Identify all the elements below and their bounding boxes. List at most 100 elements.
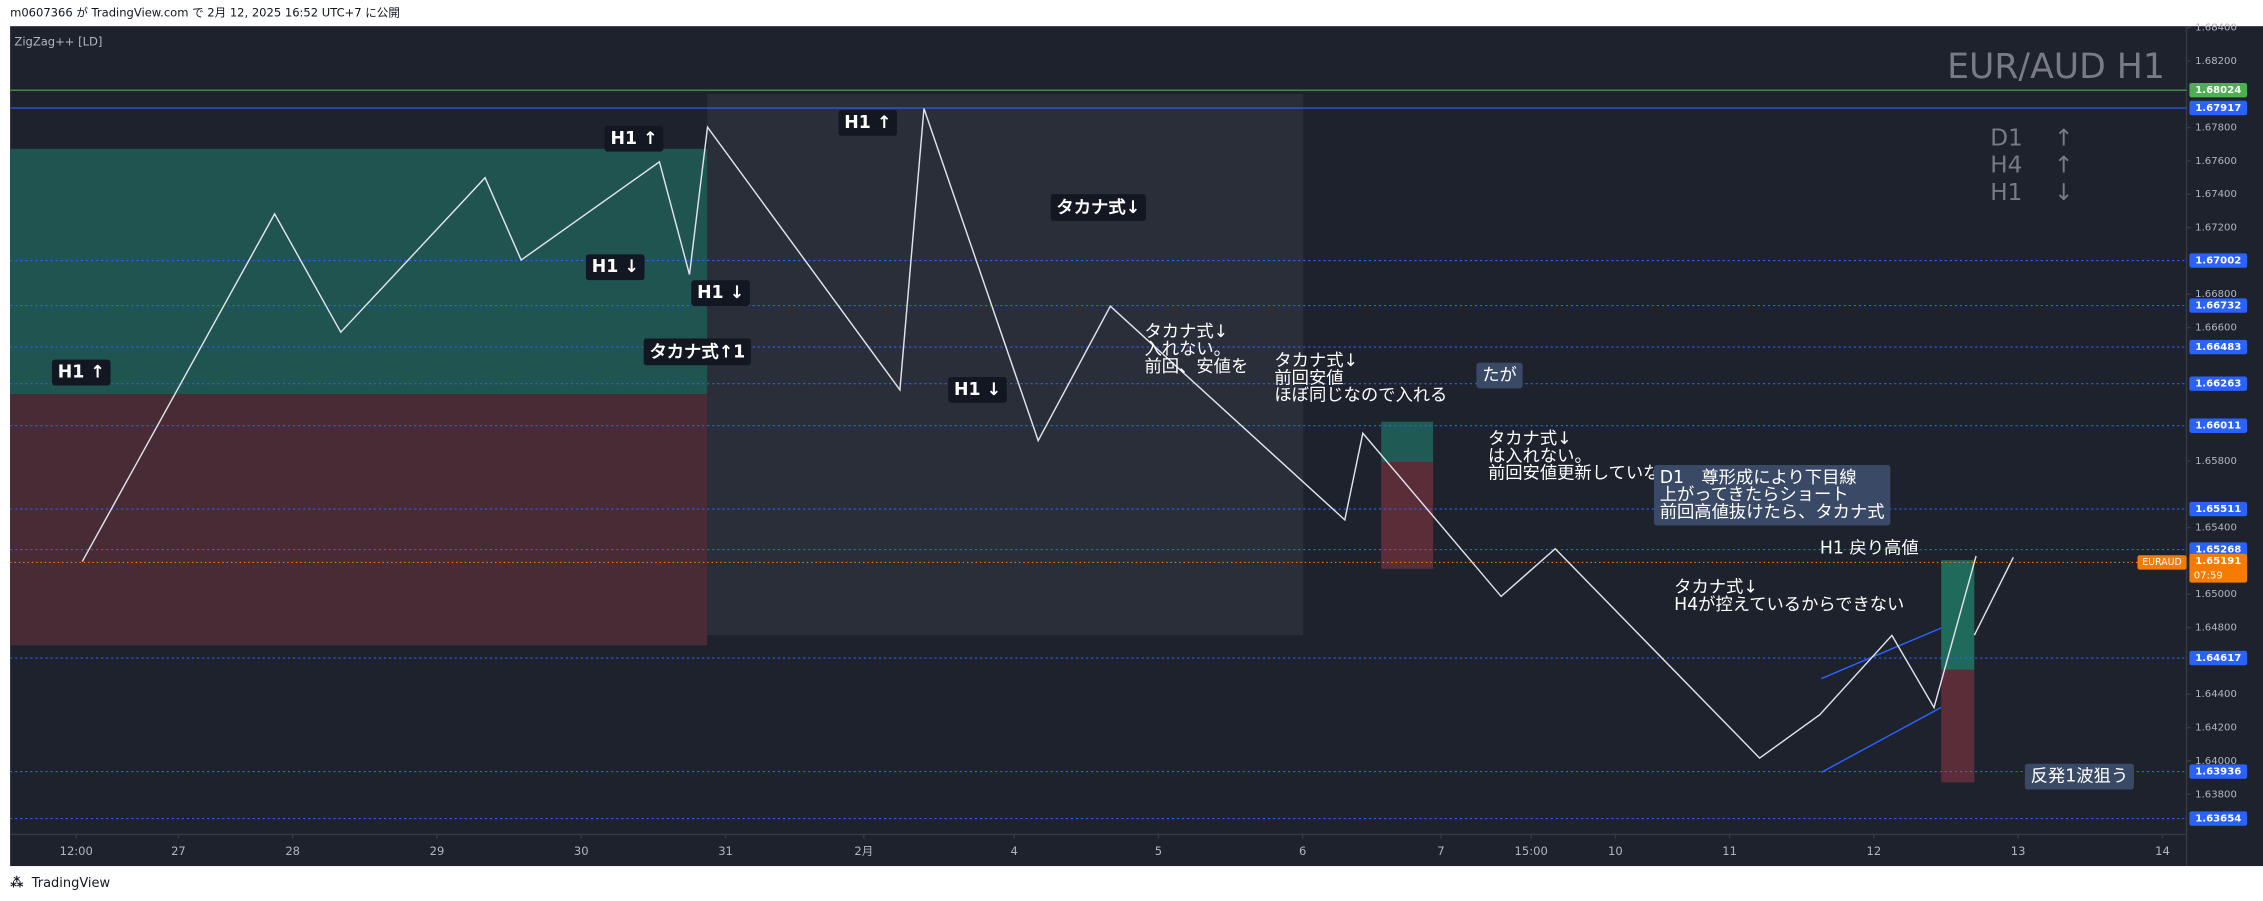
x-tick-label: 12:00 xyxy=(60,844,93,858)
y-tick-label: 1.65400 xyxy=(2195,523,2237,534)
x-tick-label: 4 xyxy=(1010,844,1017,858)
annotation: 反発1波狙う xyxy=(2024,763,2134,790)
zone-loss xyxy=(1941,669,1975,783)
annotation: タカナ式↓入れない。前回、安値を xyxy=(1144,322,1248,377)
y-tick-label: 1.66600 xyxy=(2195,323,2237,334)
annotation: H1 ↓ xyxy=(948,376,1007,403)
trend-direction: ↓ xyxy=(2054,180,2073,206)
price-badge xyxy=(2189,650,2248,666)
annotation-text: D1 尊形成により下目線 xyxy=(1660,468,1857,488)
price-badge xyxy=(2189,501,2248,517)
annotation: たが xyxy=(1476,362,1523,389)
annotation-bg xyxy=(51,359,111,386)
price-badge xyxy=(2189,542,2248,557)
y-tick-label: 1.65800 xyxy=(2195,456,2237,467)
price-badge-label: 1.66483 xyxy=(2195,342,2241,353)
symbol-badge xyxy=(2137,555,2187,570)
annotation-text: H1 ↑ xyxy=(844,113,891,133)
y-tick-label: 1.68400 xyxy=(2195,23,2237,34)
price-badge xyxy=(2189,418,2248,433)
annotation-bg xyxy=(585,254,645,281)
x-tick-label: 31 xyxy=(718,844,733,858)
annotation: H1 ↑ xyxy=(51,359,111,386)
zone-profit xyxy=(1941,560,1975,670)
plot xyxy=(81,108,1977,760)
annotation-bg xyxy=(691,280,750,307)
zone-loss xyxy=(1381,462,1434,569)
y-tick-label: 1.64200 xyxy=(2195,723,2237,734)
annotation: タカナ式↓は入れない。前回安値更新していない xyxy=(1488,429,1678,484)
price-badge-label: 1.64617 xyxy=(2195,653,2241,664)
symbol-title: EUR/AUD H1 xyxy=(1947,47,2165,87)
annotation-text: 前回、安値を xyxy=(1144,357,1248,377)
publisher: m0607366 が TradingView.com で 2月 12, 2025… xyxy=(10,6,400,20)
annotation-bg xyxy=(2024,763,2134,790)
annotation-bg xyxy=(948,376,1007,403)
y-tick-label: 1.64400 xyxy=(2195,689,2237,700)
annotation-text: ほぼ同じなので入れる xyxy=(1274,386,1447,406)
annotation: タカナ式↓ xyxy=(1050,194,1146,221)
price-badge-label: 1.65511 xyxy=(2195,504,2241,515)
last-price-badge xyxy=(2189,553,2248,583)
annotation: H1 ↑ xyxy=(604,125,664,152)
y-tick-label: 1.66800 xyxy=(2195,289,2237,300)
annotation-text: タカナ式↓ xyxy=(1144,322,1228,342)
x-tick-label: 30 xyxy=(574,844,589,858)
price-badge xyxy=(2189,100,2248,116)
zigzag-line xyxy=(81,108,1977,760)
x-tick-label: 29 xyxy=(430,844,445,858)
price-badge-label: 1.67002 xyxy=(2195,256,2241,267)
price-badge-label: 1.63936 xyxy=(2195,767,2241,778)
annotation: H1 ↓ xyxy=(691,280,750,307)
x-tick-label: 5 xyxy=(1155,844,1162,858)
x-tick-label: 7 xyxy=(1437,844,1444,858)
annotations: H1 ↑H1 ↑H1 ↓H1 ↓タカナ式↑1H1 ↑H1 ↓タカナ式↓タカナ式↓… xyxy=(51,109,2134,790)
annotation-text: 前回安値更新していない xyxy=(1488,464,1678,484)
x-tick-label: 10 xyxy=(1608,844,1623,858)
annotation-text: タカナ式↑1 xyxy=(649,341,745,362)
y-tick-label: 1.65000 xyxy=(2195,589,2237,600)
x-tick-label: 27 xyxy=(171,844,186,858)
arrow xyxy=(1973,556,2014,636)
annotation: H1 ↓ xyxy=(585,254,645,281)
x-tick-label: 11 xyxy=(1722,844,1737,858)
y-tick-label: 1.67200 xyxy=(2195,223,2237,234)
symbol-badge-label: EURAUD xyxy=(2142,557,2181,568)
countdown: 07:59 xyxy=(2194,570,2223,581)
trend-panel: D1 ↑ H4 ↑ H1 ↓ xyxy=(1990,125,2073,206)
y-tick-label: 1.63800 xyxy=(2195,789,2237,800)
price-badge-label: 1.66263 xyxy=(2195,379,2241,390)
annotation-text: たが xyxy=(1482,365,1517,385)
x-tick-label: 13 xyxy=(2011,844,2026,858)
y-tick-label: 1.64000 xyxy=(2195,756,2237,767)
price-badge xyxy=(2189,376,2248,391)
annotation-text: 入れない。 xyxy=(1144,339,1230,359)
trend-timeframe: H1 xyxy=(1990,180,2022,206)
price-badge xyxy=(2189,253,2248,268)
annotation-bg xyxy=(838,109,898,136)
trend-direction: ↑ xyxy=(2054,125,2073,151)
price-badge xyxy=(2189,82,2248,98)
annotation-text: 前回高値抜けたら、タカナ式 xyxy=(1660,503,1885,523)
annotation-text: タカナ式↓ xyxy=(1674,578,1758,598)
trend-timeframe: H4 xyxy=(1990,153,2022,179)
price-axis xyxy=(2186,26,2263,867)
price-badge xyxy=(2189,298,2248,313)
zone-gray xyxy=(707,94,1304,636)
y-tick-label: 1.64800 xyxy=(2195,623,2237,634)
x-tick-label: 2月 xyxy=(854,844,873,858)
annotation-bg xyxy=(1653,465,1891,526)
zone-profit xyxy=(1381,421,1434,463)
trend-direction: ↑ xyxy=(2054,153,2073,179)
price-badge-label: 1.68024 xyxy=(2195,85,2241,96)
annotation-text: H1 ↓ xyxy=(697,283,744,303)
annotation-text: H1 戻り高値 xyxy=(1820,539,1919,559)
price-badge-label: 1.65268 xyxy=(2195,545,2241,556)
annotation: H1 戻り高値 xyxy=(1820,539,1919,559)
channel-line xyxy=(1821,627,1942,680)
annotation: H1 ↑ xyxy=(838,109,898,136)
price-badge xyxy=(2189,811,2248,826)
